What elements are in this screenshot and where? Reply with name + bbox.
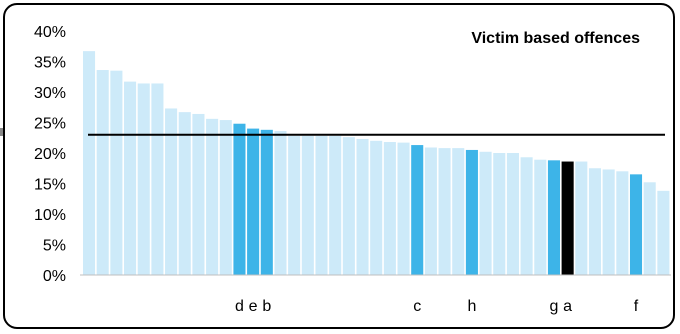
bar — [397, 142, 410, 275]
bar — [588, 168, 602, 275]
bar — [315, 135, 328, 275]
bar — [465, 149, 478, 275]
bars — [83, 51, 670, 276]
y-tick-label: 5% — [43, 238, 66, 255]
y-tick-label: 20% — [34, 146, 66, 163]
y-tick-label: 15% — [34, 177, 66, 194]
bar-label: c — [413, 298, 421, 315]
bar — [342, 137, 355, 275]
bar-label: h — [467, 298, 476, 315]
bar — [329, 135, 342, 275]
bar — [219, 120, 232, 275]
bar — [520, 157, 533, 275]
bar — [151, 83, 164, 276]
bar-label: b — [262, 298, 271, 315]
bar-label: a — [563, 298, 572, 315]
bar — [547, 160, 560, 275]
y-tick-label: 10% — [34, 207, 66, 224]
bar — [301, 135, 314, 275]
bar — [206, 118, 219, 275]
bar-label: g — [550, 298, 559, 315]
bar — [424, 147, 437, 275]
bar — [137, 83, 150, 276]
y-tick-label: 0% — [43, 268, 66, 285]
bar — [96, 70, 109, 275]
bar-label: e — [249, 298, 258, 315]
bar — [506, 153, 519, 275]
bar — [356, 138, 369, 275]
bar — [383, 142, 396, 275]
bar — [178, 112, 191, 275]
bar — [260, 129, 273, 275]
bar-label: d — [235, 298, 244, 315]
bar — [165, 108, 178, 275]
y-tick-label: 30% — [34, 85, 66, 102]
bar — [561, 161, 574, 275]
bar — [657, 190, 670, 275]
bar — [192, 113, 205, 276]
bar — [616, 171, 629, 275]
bar — [110, 70, 123, 276]
bar — [83, 51, 96, 275]
bar — [643, 182, 656, 275]
bar — [438, 148, 451, 275]
y-tick-label: 25% — [34, 116, 66, 133]
bar-label: f — [634, 298, 639, 315]
chart-title: Victim based offences — [471, 30, 640, 47]
bar — [247, 128, 260, 275]
bar — [452, 148, 465, 275]
y-axis-ticks: 0% 5% 10% 15% 20% 25% 30% 35% 40% — [34, 24, 66, 285]
bar — [629, 174, 643, 275]
y-tick-label: 40% — [34, 24, 66, 41]
bar — [274, 131, 287, 275]
bar — [479, 151, 492, 275]
bar — [411, 145, 424, 275]
bar — [288, 135, 301, 275]
bar — [575, 161, 588, 275]
bar — [534, 159, 547, 275]
bar — [493, 153, 506, 275]
bar — [233, 123, 246, 275]
bar — [370, 140, 383, 275]
bar — [602, 169, 615, 275]
bar — [124, 81, 137, 275]
y-tick-label: 35% — [34, 55, 66, 72]
